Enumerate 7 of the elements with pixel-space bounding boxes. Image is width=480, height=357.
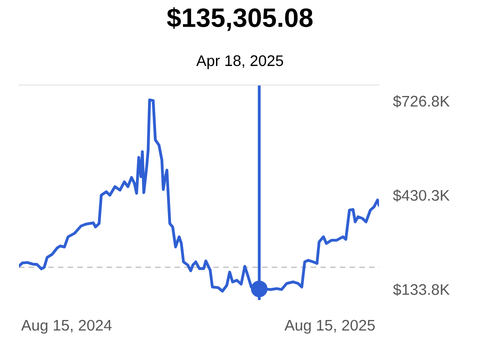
chart-title: $135,305.08	[166, 7, 313, 31]
x-tick-label: Aug 15, 2025	[284, 320, 375, 334]
y-tick-label: $726.8K	[393, 95, 450, 108]
x-tick-label: Aug 15, 2024	[21, 320, 112, 334]
y-tick-label: $133.8K	[393, 283, 450, 296]
chart-subtitle: Apr 18, 2025	[196, 55, 284, 70]
y-tick-label: $430.3K	[393, 189, 450, 202]
